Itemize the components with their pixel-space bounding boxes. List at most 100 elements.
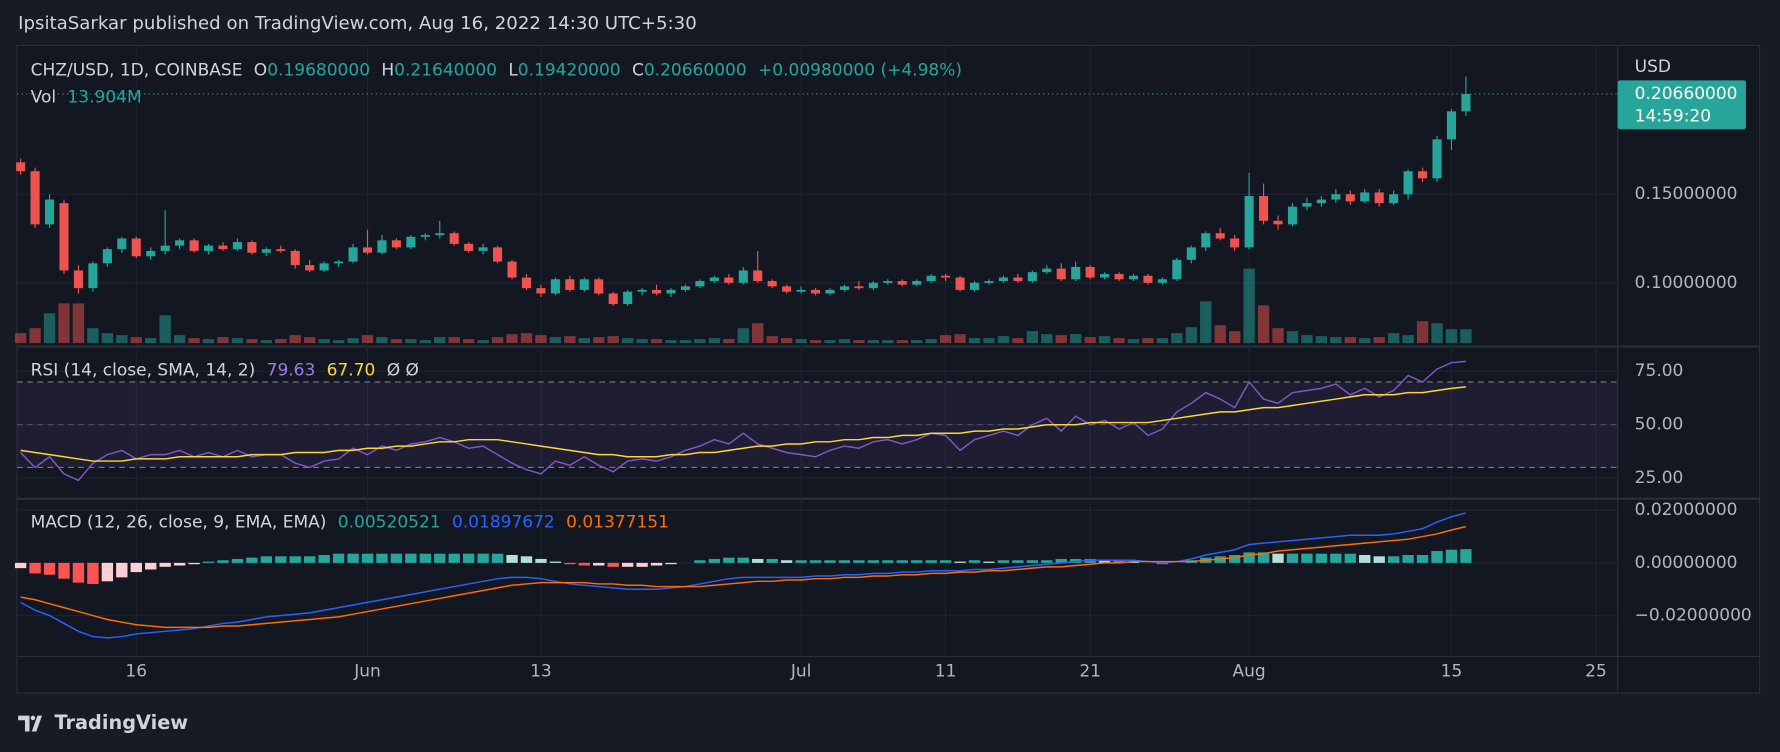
low-value: 0.19420000 xyxy=(518,60,621,80)
candle-body xyxy=(160,245,170,251)
macd-line xyxy=(20,525,1467,629)
low-label: L xyxy=(508,60,518,80)
candle-body xyxy=(1172,259,1182,280)
candle-body xyxy=(507,261,517,278)
macd-histogram-bar xyxy=(116,562,128,578)
macd-histogram-bar xyxy=(564,562,576,565)
candle-body xyxy=(435,233,445,235)
candle-body xyxy=(825,289,835,294)
macd-histogram-bar xyxy=(202,561,215,563)
volume-bar xyxy=(72,303,85,344)
volume-bar xyxy=(578,338,590,344)
candle-body xyxy=(189,240,199,251)
volume-bar xyxy=(1344,337,1356,344)
volume-bar xyxy=(347,338,359,344)
volume-bar xyxy=(260,340,273,344)
candle-body xyxy=(30,171,40,225)
volume-bar xyxy=(780,338,793,344)
volume-bar xyxy=(419,340,431,344)
x-tick-label: 15 xyxy=(1441,661,1463,681)
volume-bar xyxy=(29,328,41,344)
x-tick-label: Jul xyxy=(790,661,812,681)
volume-bar xyxy=(1113,338,1125,344)
volume-bar xyxy=(1431,323,1443,344)
volume-label: Vol xyxy=(31,88,56,108)
candle-body xyxy=(1071,266,1081,280)
macd-histogram-bar xyxy=(795,560,807,563)
volume-bar xyxy=(564,336,576,344)
macd-histogram-bar xyxy=(318,554,330,563)
volume-bar xyxy=(130,337,142,344)
volume-bar xyxy=(361,335,374,344)
candle-body xyxy=(478,247,488,251)
macd-histogram-bar xyxy=(1243,552,1255,563)
last-price-label: 0.20660000 xyxy=(1635,84,1738,104)
candle-body xyxy=(362,247,373,253)
macd-legend: MACD (12, 26, close, 9, EMA, EMA) 0.00520… xyxy=(31,513,669,533)
macd-histogram-bar xyxy=(188,562,200,565)
volume-bar xyxy=(477,340,489,344)
rsi-legend: RSI (14, close, SMA, 14, 2) 79.63 67.70 Ø Ø xyxy=(31,360,419,380)
candle-body xyxy=(1389,194,1399,204)
rsi-value: 79.63 xyxy=(267,360,316,380)
macd-histogram-bar xyxy=(1113,560,1125,563)
volume-bar xyxy=(795,339,807,344)
candle-body xyxy=(550,279,560,294)
candle-body xyxy=(883,281,893,283)
macd-histogram-bar xyxy=(1416,554,1429,563)
open-label: O xyxy=(254,60,267,80)
candle-body xyxy=(1128,275,1139,280)
macd-histogram-bar xyxy=(997,560,1010,563)
candle-body xyxy=(261,249,271,253)
macd-histogram-bar xyxy=(1460,549,1472,563)
macd-histogram-bar xyxy=(1012,560,1024,563)
macd-histogram-bar xyxy=(29,562,41,574)
macd-value: 0.01897672 xyxy=(452,513,555,533)
candle-body xyxy=(1085,266,1095,278)
candle-body xyxy=(521,277,532,289)
volume-bar xyxy=(202,339,215,344)
volume-bar xyxy=(1359,338,1371,344)
volume-bar xyxy=(1026,331,1039,344)
macd-histogram-bar xyxy=(1315,553,1328,563)
symbol: CHZ/USD, 1D, COINBASE xyxy=(31,60,243,80)
volume-bar xyxy=(925,339,937,344)
volume-bar xyxy=(694,339,706,344)
candle-body xyxy=(73,270,83,289)
candle-body xyxy=(1374,192,1384,204)
x-tick-label: 11 xyxy=(935,661,957,681)
macd-histogram-bar xyxy=(405,553,417,563)
volume-bar xyxy=(318,339,330,344)
volume-bar xyxy=(535,335,547,344)
candle-body xyxy=(88,263,98,289)
macd-histogram-bar xyxy=(159,562,171,567)
volume-bar xyxy=(911,340,923,344)
macd-histogram-bar xyxy=(87,562,99,584)
volume-bar xyxy=(434,337,446,344)
volume-bar xyxy=(997,336,1010,344)
macd-histogram-bar xyxy=(101,562,114,582)
macd-histogram-bar xyxy=(260,556,273,563)
macd-histogram-bar xyxy=(1387,556,1400,563)
volume-bar xyxy=(752,323,764,344)
macd-histogram-bar xyxy=(130,562,142,573)
candle-body xyxy=(391,240,401,248)
volume-bar xyxy=(1460,329,1472,344)
candle-body xyxy=(305,265,315,271)
volume-bar xyxy=(809,340,822,344)
macd-histogram-bar xyxy=(694,560,706,563)
candle-body xyxy=(536,288,546,294)
footer-brand: TradingView xyxy=(54,711,188,734)
macd-hist-value: 0.00520521 xyxy=(338,513,441,533)
candle-body xyxy=(1230,238,1240,248)
volume-bar xyxy=(1243,268,1255,344)
candle-body xyxy=(16,162,26,172)
candle-body xyxy=(1331,194,1341,200)
logo-icon xyxy=(18,715,43,732)
macd-histogram-bar xyxy=(549,561,562,563)
candle-body xyxy=(796,289,806,292)
change-value: +0.00980000 (+4.98%) xyxy=(758,60,962,80)
macd-histogram-bar xyxy=(1272,553,1284,563)
candle-body xyxy=(420,234,430,237)
